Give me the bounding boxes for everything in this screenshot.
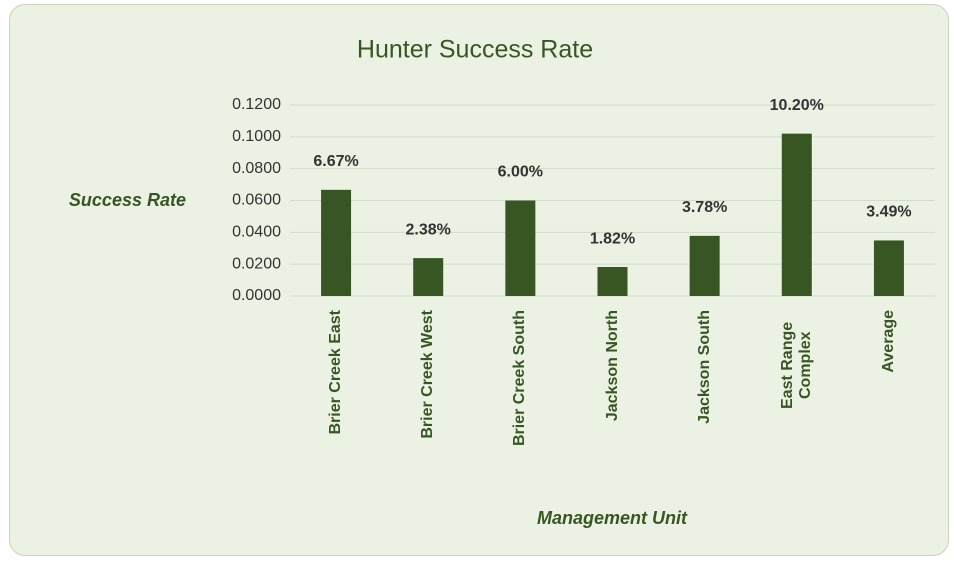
y-tick-label: 0.0200 <box>232 255 281 272</box>
x-tick-label: East Range Complex <box>778 321 814 409</box>
data-label: 1.82% <box>590 230 635 247</box>
bar <box>781 133 812 296</box>
x-axis-label: Management Unit <box>537 508 688 528</box>
y-tick-label: 0.0600 <box>232 192 281 209</box>
bar <box>321 189 352 296</box>
x-tick-label: Brier Creek East <box>327 310 345 435</box>
y-tick-label: 0.0800 <box>232 160 281 177</box>
data-label: 2.38% <box>406 221 451 238</box>
x-tick-label: Average <box>879 310 897 373</box>
data-label: 3.49% <box>866 204 911 221</box>
bar <box>597 267 628 296</box>
bar <box>505 200 536 296</box>
data-label: 3.78% <box>682 199 727 216</box>
y-tick-label: 0.1000 <box>232 128 281 145</box>
chart-title: Hunter Success Rate <box>357 36 593 64</box>
y-tick-label: 0.0400 <box>232 224 281 241</box>
x-tick-label: Jackson North <box>603 310 621 422</box>
x-tick-label: Brier Creek South <box>511 310 529 447</box>
x-tick-label: Brier Creek West <box>419 310 437 439</box>
x-tick-label: Jackson South <box>695 310 713 424</box>
bar <box>413 258 444 296</box>
y-tick-label: 0.0000 <box>232 287 281 304</box>
y-axis-label: Success Rate <box>69 190 186 210</box>
data-label: 6.67% <box>313 153 358 170</box>
data-label: 10.20% <box>770 97 824 114</box>
data-label: 6.00% <box>498 164 543 181</box>
bar <box>689 235 720 296</box>
y-tick-label: 0.1200 <box>232 96 281 113</box>
bar <box>873 240 904 296</box>
